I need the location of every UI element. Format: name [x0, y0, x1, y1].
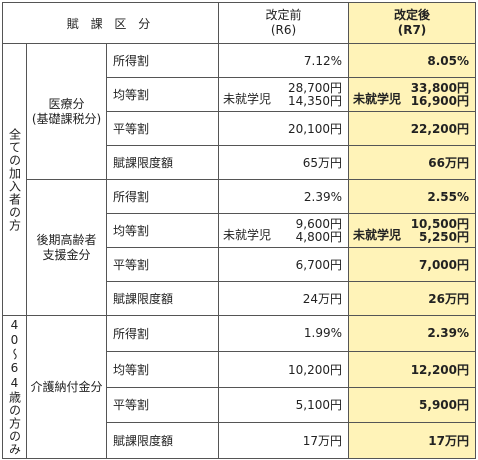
row-label: 均等割	[106, 77, 219, 112]
pre-school-label: 未就学児	[353, 91, 402, 106]
table-row: 平等割 6,700円 7,000円	[3, 247, 476, 282]
new-value: 66万円	[348, 145, 476, 180]
table-row: 賦課限度額 24万円 26万円	[3, 281, 476, 316]
new-value: 2.55%	[348, 179, 476, 214]
group-label: 全ての加入者の方	[7, 127, 22, 232]
old-value-main: 9,600円	[295, 216, 342, 231]
old-value: 1.99%	[218, 315, 349, 352]
row-label: 平等割	[106, 247, 219, 282]
new-value-main: 33,800円	[410, 80, 469, 95]
header-new-title: 改定後	[393, 8, 430, 22]
table-row: 均等割 10,200円 12,200円	[3, 350, 476, 388]
old-value: 24万円	[218, 281, 349, 316]
old-value: 65万円	[218, 145, 349, 180]
table-row: 均等割 未就学児 28,700円 14,350円 未就学児 33,800円 16,9…	[3, 77, 476, 112]
table-row: 全ての加入者の方 医療分 (基礎課税分) 所得割 7.12% 8.05%	[2, 43, 476, 316]
old-value: 5,100円	[218, 386, 349, 424]
row-label: 平等割	[106, 111, 219, 146]
new-value: 22,200円	[348, 111, 476, 146]
pre-school-label: 未就学児	[353, 227, 402, 242]
header-old: 改定前 (R6)	[218, 2, 349, 44]
new-value: 8.05%	[348, 43, 476, 78]
row-label: 所得割	[106, 179, 219, 214]
header-old-sub: (R6)	[270, 23, 297, 37]
row-label: 賦課限度額	[106, 145, 219, 180]
old-value: 7.12%	[218, 43, 349, 78]
header-category: 賦 課 区 分	[2, 2, 219, 44]
new-value-main: 10,500円	[410, 216, 469, 231]
new-value: 26万円	[348, 281, 476, 316]
old-value: 未就学児 9,600円 4,800円	[218, 213, 349, 248]
new-value-preschool: 16,900円	[410, 93, 469, 108]
category-sublabel: (基礎課税分)	[31, 111, 102, 126]
table-row: 40〜64歳の方のみ 介護納付金分 所得割 1.99% 2.39%	[2, 315, 476, 459]
old-value: 6,700円	[218, 247, 349, 282]
row-label: 賦課限度額	[106, 422, 219, 459]
category-label: 後期高齢者	[36, 232, 97, 247]
old-value: 17万円	[218, 422, 349, 459]
category-care: 介護納付金分	[26, 315, 107, 459]
category-elderly: 後期高齢者 支援金分	[26, 179, 107, 316]
category-label: 医療分	[48, 96, 85, 111]
row-label: 平等割	[106, 386, 219, 424]
new-value-preschool: 5,250円	[419, 229, 469, 244]
old-value: 2.39%	[218, 179, 349, 214]
pre-school-label: 未就学児	[223, 227, 272, 242]
old-value: 未就学児 28,700円 14,350円	[218, 77, 349, 112]
pre-school-label: 未就学児	[223, 91, 272, 106]
table-row: 賦課限度額 17万円 17万円	[3, 422, 476, 459]
header-new-sub: (R7)	[397, 23, 427, 37]
old-value-main: 28,700円	[288, 80, 342, 95]
new-value: 17万円	[348, 422, 476, 459]
new-value: 7,000円	[348, 247, 476, 282]
new-value: 未就学児 33,800円 16,900円	[348, 77, 476, 112]
new-value: 未就学児 10,500円 5,250円	[348, 213, 476, 248]
category-sublabel: 支援金分	[42, 247, 91, 262]
new-value: 2.39%	[348, 315, 476, 352]
group-age-40-64: 40〜64歳の方のみ	[2, 315, 27, 459]
table-row: 賦課限度額 65万円 66万円	[3, 145, 476, 180]
group-all-members: 全ての加入者の方	[2, 43, 27, 316]
row-label: 所得割	[106, 43, 219, 78]
old-value: 20,100円	[218, 111, 349, 146]
row-label: 所得割	[106, 315, 219, 352]
category-medical: 医療分 (基礎課税分)	[26, 43, 107, 180]
table-row: 平等割 5,100円 5,900円	[3, 386, 476, 424]
row-label: 均等割	[106, 350, 219, 388]
row-label: 賦課限度額	[106, 281, 219, 316]
new-value: 5,900円	[348, 386, 476, 424]
table-row: 後期高齢者 支援金分 所得割 2.39% 2.55%	[3, 179, 476, 316]
group-label: 40〜64歳の方のみ	[7, 318, 22, 456]
table-row: 平等割 20,100円 22,200円	[3, 111, 476, 146]
header-old-title: 改定前	[265, 8, 302, 22]
new-value: 12,200円	[348, 350, 476, 388]
table-row: 均等割 未就学児 9,600円 4,800円 未就学児 10,500円 5,250円	[3, 213, 476, 248]
row-label: 均等割	[106, 213, 219, 248]
old-value: 10,200円	[218, 350, 349, 388]
header-new: 改定後 (R7)	[348, 2, 476, 44]
old-value-preschool: 4,800円	[295, 229, 342, 244]
old-value-preschool: 14,350円	[288, 93, 342, 108]
